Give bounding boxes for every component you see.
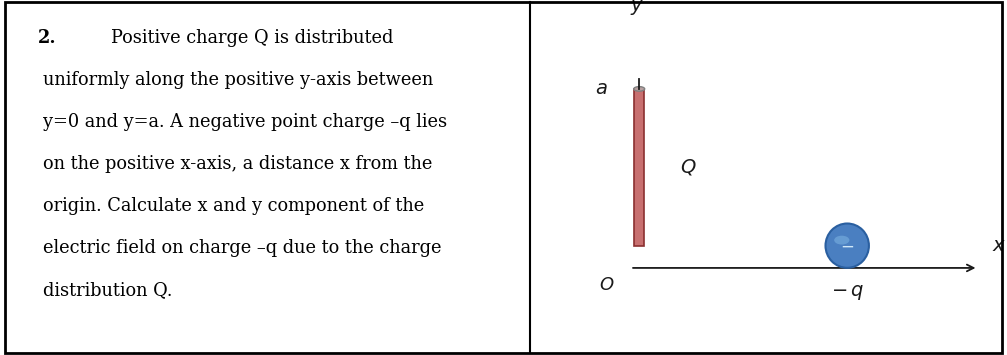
Ellipse shape — [834, 236, 849, 245]
Text: uniformly along the positive y-axis between: uniformly along the positive y-axis betw… — [43, 71, 433, 89]
Text: electric field on charge –q due to the charge: electric field on charge –q due to the c… — [43, 239, 441, 257]
Ellipse shape — [633, 87, 644, 91]
Bar — [634, 89, 644, 246]
Text: y=0 and y=a. A negative point charge –q lies: y=0 and y=a. A negative point charge –q … — [43, 113, 447, 131]
Text: $y$: $y$ — [629, 0, 644, 17]
Text: $Q$: $Q$ — [681, 157, 697, 177]
Text: $-$: $-$ — [840, 237, 854, 255]
Text: origin. Calculate x and y component of the: origin. Calculate x and y component of t… — [43, 197, 424, 215]
Text: $x$: $x$ — [992, 236, 1006, 255]
Ellipse shape — [826, 224, 869, 268]
Text: distribution Q.: distribution Q. — [43, 281, 172, 299]
Text: on the positive x-axis, a distance x from the: on the positive x-axis, a distance x fro… — [43, 155, 432, 173]
Text: Positive charge Q is distributed: Positive charge Q is distributed — [111, 29, 394, 47]
Text: $O$: $O$ — [599, 276, 614, 294]
Text: 2.: 2. — [38, 29, 56, 47]
Text: $a$: $a$ — [595, 80, 607, 98]
Text: $-\,q$: $-\,q$ — [831, 283, 864, 302]
